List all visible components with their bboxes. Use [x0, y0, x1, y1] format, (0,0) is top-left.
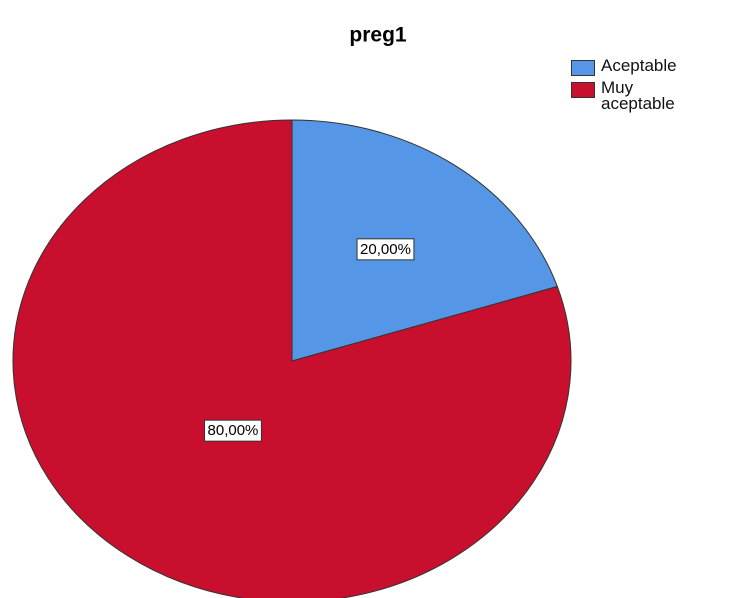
value-label-box	[356, 238, 415, 261]
legend-label: Muy aceptable	[601, 78, 675, 113]
value-label-box	[204, 419, 262, 442]
chart-title: preg1	[349, 24, 407, 47]
pie-slice	[291, 119, 559, 362]
legend-swatch	[571, 60, 595, 76]
value-label: 20,00%	[360, 241, 411, 258]
legend-item: Aceptable	[571, 56, 701, 76]
pie-slice	[12, 119, 572, 598]
legend-swatch	[571, 82, 595, 98]
legend-label: Aceptable	[601, 56, 677, 75]
value-label: 80,00%	[208, 422, 259, 439]
legend: Aceptable Muy aceptable	[571, 56, 701, 118]
legend-item: Muy aceptable	[571, 78, 701, 113]
